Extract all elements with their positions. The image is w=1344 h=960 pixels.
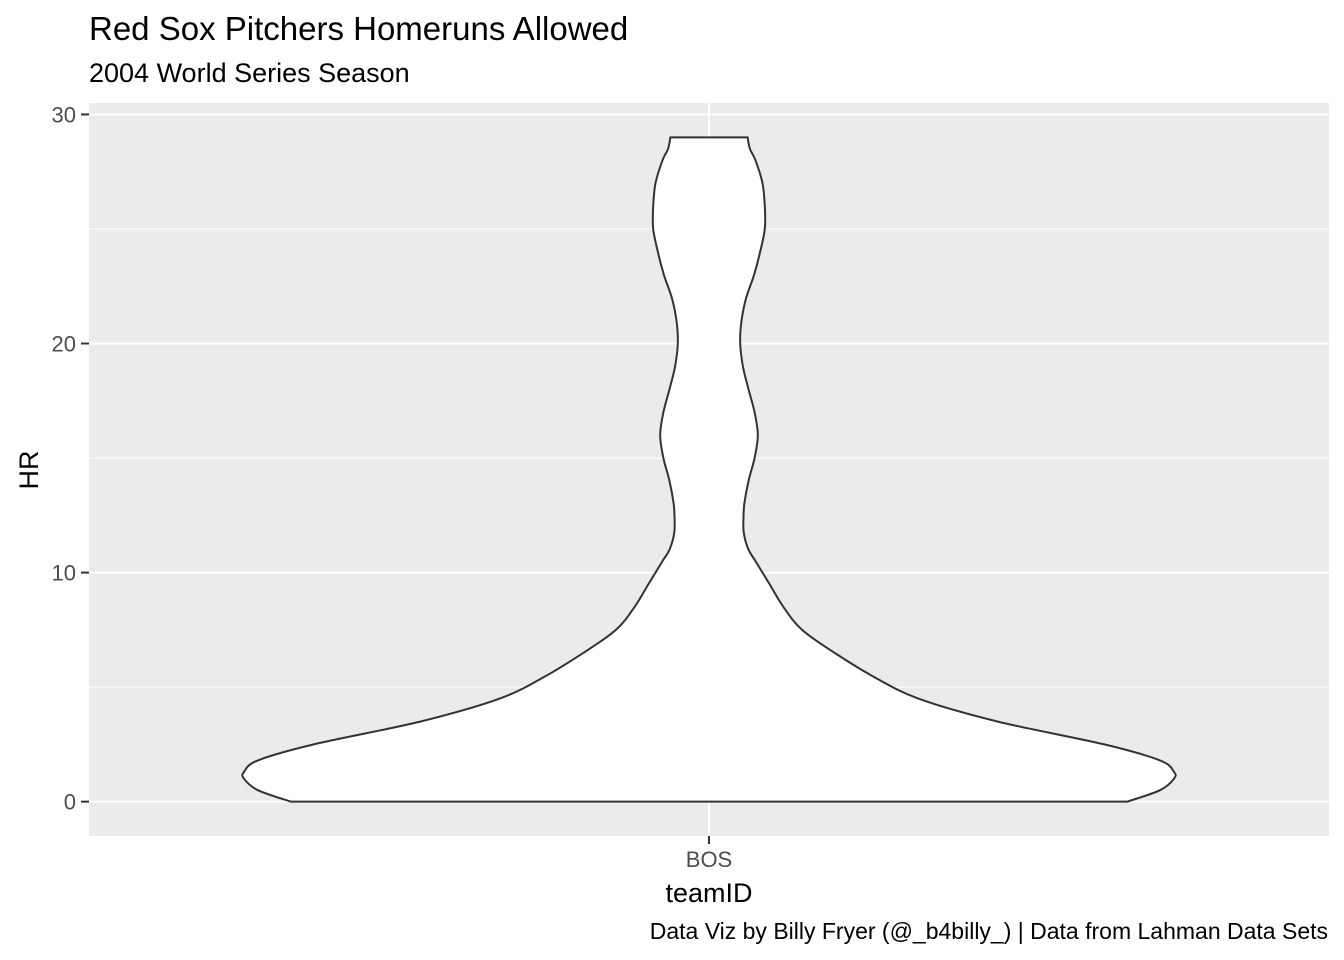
y-tick-label: 0: [64, 790, 76, 815]
violin-shape: [241, 136, 1177, 803]
x-axis-title: teamID: [665, 878, 752, 908]
x-axis: BOS: [686, 836, 732, 872]
x-tick-label: BOS: [686, 847, 732, 872]
chart-subtitle: 2004 World Series Season: [89, 58, 410, 88]
y-axis: 0 10 20 30: [52, 102, 89, 815]
y-tick-label: 30: [52, 102, 76, 127]
chart-caption: Data Viz by Billy Fryer (@_b4billy_) | D…: [649, 918, 1328, 944]
chart-title: Red Sox Pitchers Homeruns Allowed: [89, 10, 629, 47]
y-tick-label: 20: [52, 332, 76, 357]
y-axis-title: HR: [14, 451, 44, 490]
y-tick-label: 10: [52, 561, 76, 586]
